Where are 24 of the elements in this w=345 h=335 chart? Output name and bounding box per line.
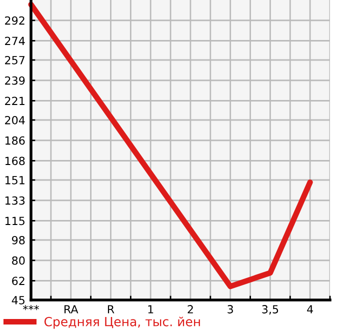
x-tick-label: RA bbox=[64, 305, 78, 314]
y-tick-label: 133 bbox=[5, 196, 25, 205]
x-tick-label: *** bbox=[23, 305, 39, 310]
y-tick-label: 151 bbox=[5, 176, 24, 184]
x-tick-label: 1 bbox=[148, 305, 154, 314]
y-tick-label: 186 bbox=[5, 136, 25, 145]
y-tick-label: 45 bbox=[12, 296, 24, 304]
y-tick-label: 115 bbox=[5, 216, 24, 226]
x-tick-label: 3,5 bbox=[262, 305, 278, 315]
y-tick-label: 292 bbox=[5, 16, 24, 25]
y-tick-label: 62 bbox=[12, 276, 24, 286]
x-tick-label: 2 bbox=[188, 305, 193, 314]
legend-label: Средняя Цена, тыс. йен bbox=[44, 316, 200, 329]
y-tick-label: 221 bbox=[5, 96, 24, 105]
y-tick-label: 239 bbox=[5, 76, 25, 85]
y-tick-label: 274 bbox=[5, 36, 25, 45]
y-tick-label: 168 bbox=[5, 156, 25, 166]
x-tick-label: 3 bbox=[228, 305, 233, 314]
y-tick-label: 80 bbox=[12, 256, 25, 265]
y-tick-label: 98 bbox=[12, 236, 25, 244]
x-tick-label: R bbox=[108, 305, 114, 314]
x-tick-label: 4 bbox=[307, 305, 313, 314]
y-tick-label: 257 bbox=[5, 56, 24, 64]
y-tick-label: 204 bbox=[5, 116, 25, 124]
